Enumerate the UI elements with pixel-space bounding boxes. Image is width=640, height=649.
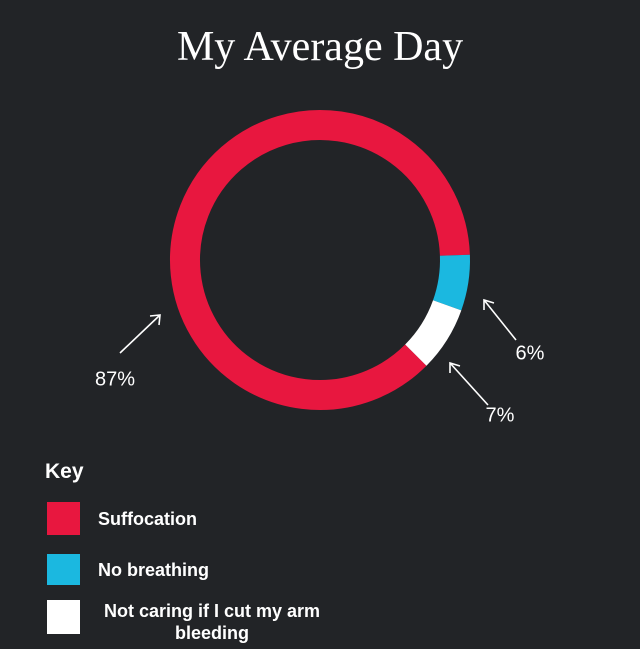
arrow — [483, 299, 517, 341]
value-label: 7% — [486, 404, 515, 426]
arrow-head — [483, 298, 495, 310]
arrow — [449, 362, 489, 406]
value-label: 6% — [516, 342, 545, 364]
legend-label: Suffocation — [98, 508, 197, 529]
arrow-head — [149, 314, 161, 326]
chart-title: My Average Day — [177, 24, 463, 70]
legend-label: No breathing — [98, 559, 209, 580]
legend-swatch — [47, 600, 80, 634]
legend-title: Key — [45, 460, 84, 483]
value-label: 87% — [95, 368, 135, 390]
arrows — [119, 298, 517, 406]
legend-swatch — [47, 554, 80, 585]
arrow-head — [449, 361, 461, 373]
legend-swatch — [47, 502, 80, 535]
donut-segment — [404, 299, 462, 366]
arrow — [119, 314, 161, 354]
legend-label: Not caring if I cut my arm bleeding — [103, 601, 321, 643]
donut-segment — [432, 254, 470, 311]
donut-segment — [170, 110, 470, 410]
